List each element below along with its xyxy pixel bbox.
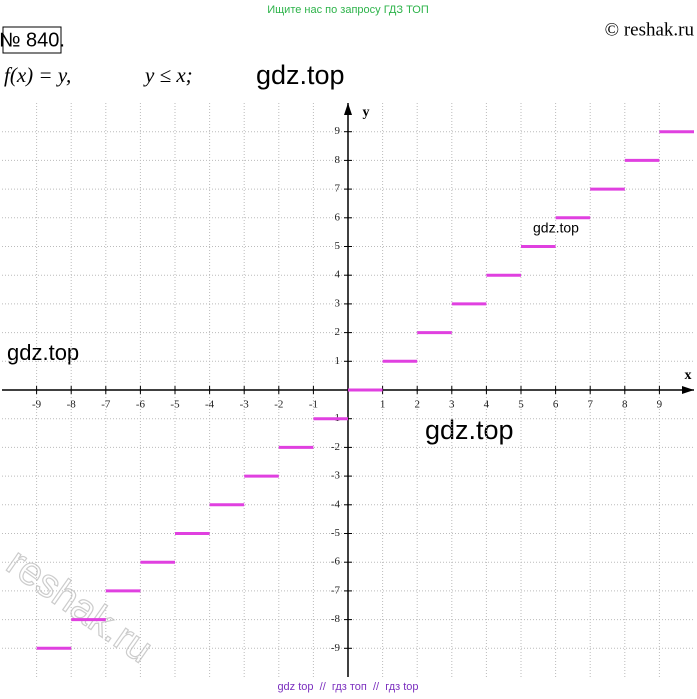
y-arrow [344, 103, 352, 115]
y-tick-label: -4 [331, 498, 341, 510]
x-tick-label: 1 [380, 399, 386, 411]
x-tick-label: 2 [414, 399, 420, 411]
number-box [2, 26, 62, 54]
y-tick-label: 1 [335, 355, 341, 367]
x-arrow [682, 386, 694, 394]
x-tick-label: 9 [657, 399, 663, 411]
watermark: gdz.top [533, 220, 579, 236]
formula: f(x) = y, [4, 63, 71, 87]
x-tick-label: -8 [67, 399, 77, 411]
x-tick-label: -6 [136, 399, 146, 411]
y-tick-label: 2 [335, 326, 341, 338]
y-tick-label: 9 [335, 125, 341, 137]
x-tick-label: 4 [484, 399, 490, 411]
y-tick-label: -7 [331, 584, 341, 596]
x-tick-label: -4 [205, 399, 215, 411]
exercise-number: № 840. [0, 29, 65, 51]
y-tick-label: 3 [335, 297, 341, 309]
watermark: gdz.top [425, 415, 514, 445]
y-tick-label: -2 [331, 441, 340, 453]
y-tick-label: -8 [331, 613, 341, 625]
y-tick-label: 7 [335, 183, 341, 195]
formula: y ≤ x; [143, 63, 193, 87]
watermark: reshak.ru [0, 540, 161, 672]
y-axis-label: y [363, 105, 370, 120]
y-tick-label: 6 [335, 211, 341, 223]
banner: Ищите нас по запросу ГДЗ ТОП [267, 4, 429, 16]
y-tick-label: -9 [331, 642, 341, 654]
y-tick-label: -3 [331, 470, 341, 482]
y-tick-label: -6 [331, 556, 341, 568]
x-tick-label: 7 [587, 399, 593, 411]
x-tick-label: -2 [274, 399, 283, 411]
x-tick-label: 5 [518, 399, 524, 411]
y-tick-label: 4 [335, 269, 341, 281]
x-tick-label: -1 [309, 399, 318, 411]
x-tick-label: 8 [622, 399, 628, 411]
copyright: © reshak.ru [605, 19, 695, 40]
y-tick-label: -5 [331, 527, 341, 539]
x-tick-label: 3 [449, 399, 455, 411]
watermark: gdz.top [7, 340, 79, 365]
x-tick-label: -9 [32, 399, 42, 411]
x-tick-label: -7 [101, 399, 111, 411]
y-tick-label: 8 [335, 154, 341, 166]
footer: gdz top // гдз топ // гдз top [277, 681, 418, 693]
x-tick-label: 6 [553, 399, 559, 411]
x-axis-label: x [685, 368, 692, 383]
y-tick-label: 5 [335, 240, 341, 252]
x-tick-label: -3 [240, 399, 250, 411]
x-tick-label: -5 [170, 399, 180, 411]
watermark: gdz.top [256, 60, 345, 90]
